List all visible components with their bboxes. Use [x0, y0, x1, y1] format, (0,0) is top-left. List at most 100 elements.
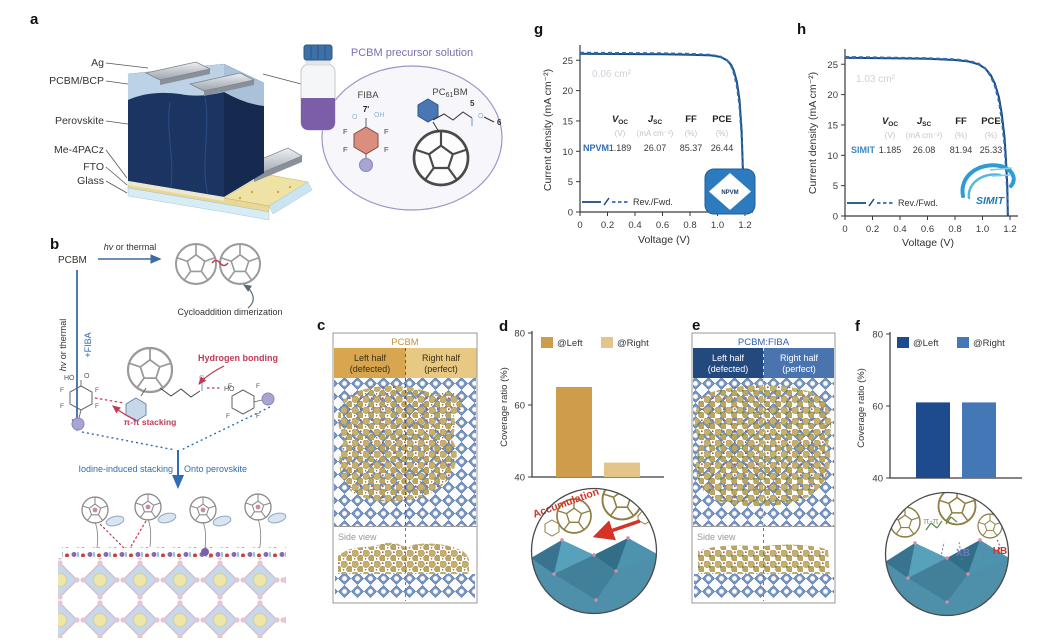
fiba-pos7-label: 7': [363, 105, 369, 114]
x-tick-label: 0.2: [866, 224, 879, 235]
vial-icon: [300, 44, 336, 131]
f-atom: F: [95, 403, 99, 410]
pce-header: PCE: [981, 116, 1001, 127]
panel-g-label: g: [534, 21, 543, 38]
panel-f-label: f: [855, 318, 861, 335]
legend-revfwd-label: Rev./Fwd.: [898, 198, 938, 208]
interaction-inset: π-π XB HB: [884, 491, 1010, 617]
assembly-arrows: Iodine-induced stacking Onto perovskite: [78, 406, 271, 489]
panel-h-xlabel: Voltage (V): [902, 237, 954, 249]
ff-value: 85.37: [680, 143, 703, 153]
interface-molecular-strip: [62, 547, 286, 557]
plus-fiba-label: +FIBA: [83, 332, 93, 357]
fiba-molecule: FIBA 7' O OH F F F F: [343, 90, 389, 172]
legend-swatch-right: [957, 337, 969, 348]
iodide-site: [201, 548, 209, 556]
phenyl-ring: [125, 397, 147, 422]
axes: [889, 332, 1022, 479]
coverage-bar-chart-pcbm: 40 60 80: [514, 329, 664, 484]
panel-e-title: PCBM:FIBA: [738, 337, 790, 348]
simit-logo: SIMIT: [960, 163, 1016, 207]
layer-label-ag: Ag: [91, 57, 104, 69]
legend-swatch-right: [601, 337, 613, 348]
layer-label-me4pacz: Me-4PACz: [54, 144, 104, 156]
pce-unit: (%): [716, 129, 729, 138]
f-atom: F: [228, 383, 232, 390]
bar-@Right: [962, 402, 996, 478]
layer-label-pcbm-bcp: PCBM/BCP: [49, 75, 104, 87]
panel-f-ylabel: Coverage ratio (%): [856, 368, 867, 448]
jv-curve-forward: [844, 56, 1009, 217]
y-tick-label: 5: [833, 181, 838, 192]
pcbm-coverage-blob: [338, 385, 457, 502]
panel-c-title: PCBM: [391, 337, 419, 348]
panel-d-ylabel: Coverage ratio (%): [499, 367, 510, 447]
jsc-unit: (mA cm⁻²): [637, 129, 674, 138]
x-tick-label: 1.2: [738, 220, 751, 231]
jsc-unit: (mA cm⁻²): [906, 131, 943, 140]
npvm-logo-text: NPVM: [721, 190, 738, 196]
voc-header: VOC: [882, 116, 898, 128]
y-tick-label: 25: [827, 60, 838, 71]
x-tick-label: 1.0: [711, 220, 724, 231]
y-tick-label: 60: [872, 402, 883, 413]
f-atom: F: [343, 127, 348, 136]
f-atom: F: [384, 145, 389, 154]
panel-e: e PCBM:FIBA Left half (defected) Right h…: [691, 317, 836, 604]
f-atom: F: [343, 145, 348, 154]
pce-unit: (%): [985, 131, 998, 140]
y-tick-label: 80: [514, 329, 525, 340]
y-tick-label: 10: [562, 147, 573, 158]
iodine-atom: [359, 158, 373, 172]
c6-label: 6: [497, 118, 502, 127]
ester-o-label: O: [478, 113, 484, 120]
bar-@Right: [604, 462, 640, 477]
panel-b-label: b: [50, 236, 59, 253]
dimer-bond-squiggle: [211, 259, 229, 267]
dimer-caption: Cycloaddition dimerization: [177, 307, 282, 317]
bar-@Left: [916, 402, 950, 478]
precursor-solution-diagram: PCBM precursor solution FIBA 7' O OH: [262, 44, 503, 211]
me4pacz-layer: [128, 181, 224, 201]
perovskite-front-face: [128, 64, 224, 197]
pc61bm-molecule: PC61BM 5 O 6: [412, 87, 502, 187]
iodine-stacking-label: Iodine-induced stacking: [78, 464, 173, 474]
simit-logo-text: SIMIT: [976, 195, 1006, 207]
panel-d-label: d: [499, 318, 508, 335]
jv-curve-chart-npvm: 0 5 10 15 20 25 0 0.2 0.4 0.6 0.8 1.0 1.2: [562, 45, 753, 231]
leader-lines: [105, 62, 149, 194]
f-atom: F: [60, 403, 64, 410]
dimer-illustration: Cycloaddition dimerization: [175, 243, 283, 317]
side-view-label: Side view: [697, 532, 736, 542]
y-tick-label: 40: [872, 474, 883, 485]
jv-curve-chart-simit: 0 5 10 15 20 25 0 0.2 0.4 0.6 0.8 1.0 1.2: [827, 49, 1018, 235]
axes: [531, 331, 664, 478]
hb-label: HB: [993, 546, 1007, 557]
pce-value: 25.33: [980, 145, 1003, 155]
y-tick-label: 0: [833, 212, 838, 223]
voc-unit: (V): [615, 129, 626, 138]
fiba-green-molecule: [945, 516, 958, 525]
device-area-label: 1.03 cm²: [856, 74, 896, 85]
bar-@Left: [556, 387, 592, 477]
panel-c-label: c: [317, 317, 325, 334]
phenyl-ring: [417, 98, 439, 123]
x-tick-label: 0.4: [893, 224, 906, 235]
xb-label: XB: [956, 548, 970, 559]
onto-perovskite-label: Onto perovskite: [184, 464, 247, 474]
ff-header: FF: [685, 114, 697, 125]
legend-left-label: @Left: [913, 338, 939, 349]
device-stack-illustration: Ag PCBM/BCP Perovskite Me-4PACz FTO Glas…: [49, 57, 313, 221]
glass-right-edge: [268, 181, 313, 215]
f-atom: F: [226, 413, 230, 420]
pce-value: 26.44: [711, 143, 734, 153]
legend-left-label: @Left: [557, 338, 583, 349]
device-name: NPVM: [583, 143, 609, 153]
y-tick-label: 80: [872, 330, 883, 341]
perovskite-surface-illustration: [58, 493, 287, 638]
fiba-o-label: O: [352, 114, 358, 121]
y-tick-label: 25: [562, 56, 573, 67]
voc-value: 1.189: [609, 143, 632, 153]
left-half-header: [334, 348, 406, 378]
